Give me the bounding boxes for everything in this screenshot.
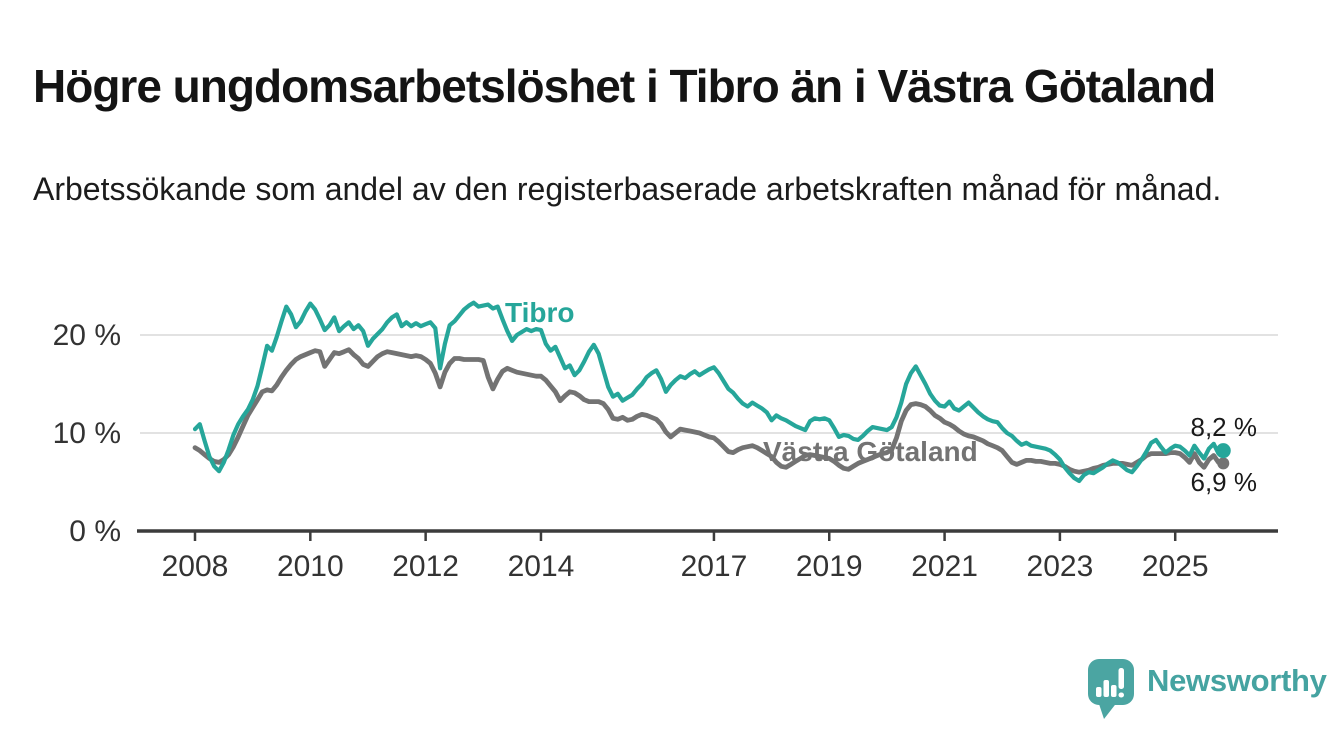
end-value-vastra-gotaland: 6,9 % xyxy=(1191,467,1258,497)
newsworthy-logo: Newsworthy xyxy=(1086,657,1327,719)
x-axis-label-2012: 2012 xyxy=(392,550,459,583)
newsworthy-logo-icon xyxy=(1088,659,1134,719)
series-end-dot-vastra-gotaland xyxy=(1217,457,1230,470)
series-label-vastra-gotaland: Västra Götaland xyxy=(763,436,978,467)
x-axis-label-2021: 2021 xyxy=(911,550,978,583)
chart-title: Högre ungdomsarbetslöshet i Tibro än i V… xyxy=(33,59,1216,112)
newsworthy-logo-text: Newsworthy xyxy=(1147,663,1327,698)
y-axis-label-20pct: 20 % xyxy=(53,319,121,352)
series-line-tibro xyxy=(192,300,1226,484)
x-axis-label-2010: 2010 xyxy=(277,550,344,583)
x-axis-label-2008: 2008 xyxy=(162,550,229,583)
chart-subtitle: Arbetssökande som andel av den registerb… xyxy=(33,171,1222,207)
end-value-tibro: 8,2 % xyxy=(1191,412,1258,442)
x-axis-label-2019: 2019 xyxy=(796,550,863,583)
x-axis-label-2014: 2014 xyxy=(508,550,575,583)
series-end-dot-tibro xyxy=(1215,443,1231,459)
x-axis-label-2025: 2025 xyxy=(1142,550,1209,583)
series-label-tibro: Tibro xyxy=(505,297,574,328)
y-axis-label-10pct: 10 % xyxy=(53,417,121,450)
x-axis-label-2023: 2023 xyxy=(1027,550,1094,583)
series-line-vastra-gotaland xyxy=(192,347,1226,475)
x-axis-label-2017: 2017 xyxy=(681,550,748,583)
y-axis-label-0pct: 0 % xyxy=(69,515,121,548)
